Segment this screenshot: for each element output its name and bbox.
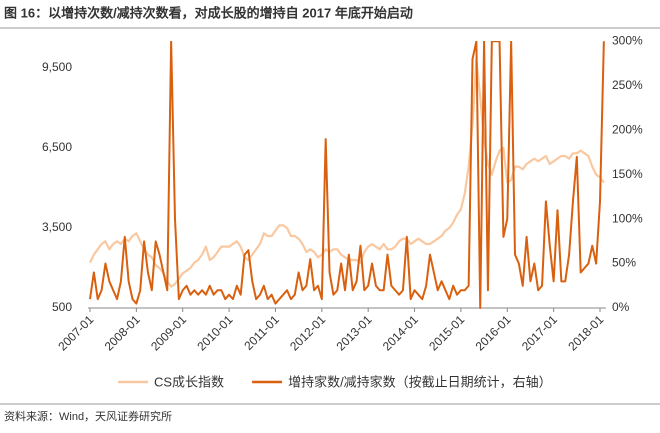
x-tick-label: 2008-01 (102, 312, 143, 353)
y2-tick-label: 50% (612, 256, 636, 270)
x-tick-label: 2013-01 (334, 312, 375, 353)
plot-area (89, 41, 605, 309)
x-tick-label: 2017-01 (519, 312, 560, 353)
y2-tick-label: 250% (612, 78, 643, 92)
x-tick-label: 2011-01 (241, 312, 282, 353)
x-tick-label: 2018-01 (565, 312, 606, 353)
series-line (89, 58, 605, 288)
y2-tick-label: 0% (612, 300, 630, 314)
y-tick-label: 500 (52, 300, 72, 314)
chart-title: 图 16：以增持次数/减持次数看，对成长股的增持自 2017 年底开始启动 (4, 5, 413, 20)
x-tick-label: 2016-01 (473, 312, 514, 353)
y2-tick-label: 200% (612, 122, 643, 136)
x-tick-label: 2012-01 (287, 312, 328, 353)
series-line (89, 41, 605, 309)
x-tick-label: 2007-01 (55, 312, 96, 353)
x-tick-label: 2014-01 (380, 312, 421, 353)
y2-tick-label: 300% (612, 33, 643, 47)
x-tick-label: 2009-01 (148, 312, 189, 353)
x-tick-label: 2010-01 (194, 312, 235, 353)
source: 资料来源：Wind，天风证券研究所 (4, 409, 172, 423)
y-tick-label: 6,500 (42, 140, 72, 154)
y2-tick-label: 150% (612, 167, 643, 181)
legend-label: CS成长指数 (154, 374, 224, 389)
x-tick-label: 2015-01 (426, 312, 467, 353)
y2-tick-label: 100% (612, 211, 643, 225)
legend-label: 增持家数/减持家数（按截止日期统计，右轴） (288, 374, 552, 389)
y-tick-label: 9,500 (42, 60, 72, 74)
y-tick-label: 3,500 (42, 220, 72, 234)
